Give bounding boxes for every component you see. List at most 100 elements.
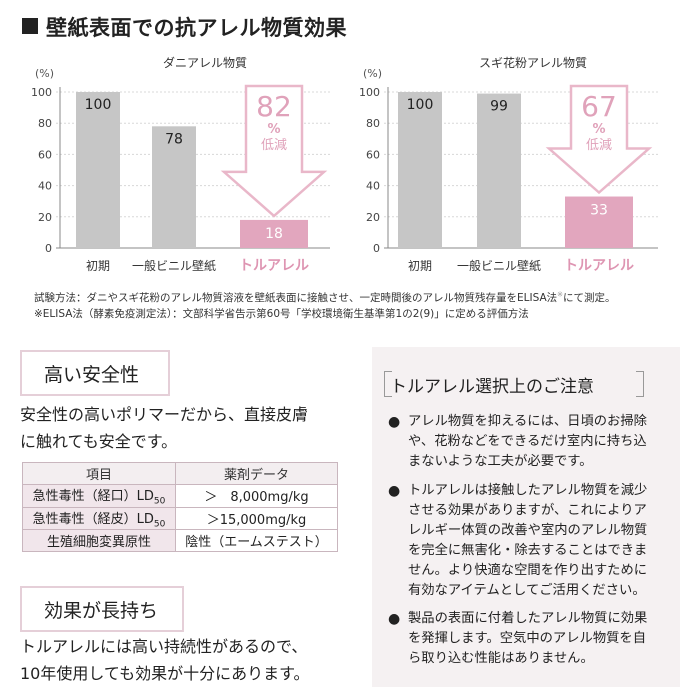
y-tick-label: 60 xyxy=(38,148,52,161)
caution-line: を発揮します。空気中のアレル物質を自 xyxy=(408,631,647,646)
y-tick-label: 100 xyxy=(359,86,380,99)
safety-title-box xyxy=(20,350,170,396)
bullet-icon: ● xyxy=(388,414,401,430)
test-method-mark: ※ xyxy=(557,290,563,299)
y-tick-label: 0 xyxy=(45,242,52,255)
elisa-note: ※ELISA法（酵素免疫測定法）：文部科学省告示第60号「学校環境衛生基準第1の… xyxy=(34,308,529,320)
longlasting-title: 効果が長持ち xyxy=(44,600,159,622)
category-label: 初期 xyxy=(86,259,110,273)
reduction-arrow-icon xyxy=(220,84,328,218)
y-tick-label: 40 xyxy=(366,180,380,193)
caution-item-text: 製品の表面に付着したアレル物質に効果 を発揮します。空気中のアレル物質を自 ら取… xyxy=(408,609,673,669)
safety-body-line-2: に触れても安全です。 xyxy=(20,432,178,451)
row-label-text: 急性毒性（経皮）LD xyxy=(32,511,154,527)
caution-line: 有効なアイテムとしてご活用ください。 xyxy=(408,583,646,598)
table-header-item: 項目 xyxy=(22,462,176,485)
bar xyxy=(240,219,308,248)
reduction-unit: % xyxy=(267,122,280,137)
category-label: トルアレル xyxy=(564,258,634,274)
table-header-row: 項目 薬剤データ xyxy=(22,462,338,485)
longlasting-body-line-2: 10年使用しても効果が十分にあります。 xyxy=(20,664,310,683)
caution-item: ● アレル物質を抑えるには、日頃のお掃除 や、花粉などをできるだけ室内に持ち込 … xyxy=(388,412,673,472)
table-row: 急性毒性（経口）LD50 ＞ 8,000mg/kg xyxy=(22,484,338,508)
caution-line: 製品の表面に付着したアレル物質に効果 xyxy=(408,611,648,626)
row-label-sub: 50 xyxy=(153,519,166,530)
caution-title: トルアレル選択上のご注意 xyxy=(390,377,594,397)
caution-line: アレル物質を抑えるには、日頃のお掃除 xyxy=(408,414,647,429)
row-label-text: 急性毒性（経口）LD xyxy=(32,489,154,504)
safety-body-line-1: 安全性の高いポリマーだから、直接皮膚 xyxy=(20,405,309,424)
bullet-icon: ● xyxy=(388,483,401,499)
table-cell-value: 陰性（エームステスト） xyxy=(175,529,338,553)
safety-title: 高い安全性 xyxy=(44,364,140,386)
category-label: 一般ビニル壁紙 xyxy=(132,258,216,273)
y-tick-label: 60 xyxy=(366,148,380,161)
table-cell-label: 生殖細胞変異原性 xyxy=(22,529,176,553)
reduction-label: 低減 xyxy=(586,137,612,153)
bracket-right-icon xyxy=(636,371,644,397)
category-label: トルアレル xyxy=(239,258,309,274)
longlasting-body-line-1: トルアレルには高い持続性があるので、 xyxy=(20,637,308,656)
bar-value-label: 100 xyxy=(85,97,112,113)
bar-value-label: 78 xyxy=(165,131,183,147)
caution-line: まないような工夫が必要です。 xyxy=(408,454,593,469)
test-method-end: にて測定。 xyxy=(563,292,616,304)
reduction-label: 低減 xyxy=(261,137,287,153)
category-label: 一般ビニル壁紙 xyxy=(457,258,541,273)
bar xyxy=(398,92,442,248)
reduction-unit: % xyxy=(592,122,605,137)
bar-value-label: 18 xyxy=(265,226,283,242)
caution-line: や、花粉などをできるだけ室内に持ち込 xyxy=(408,434,647,449)
table-header-data: 薬剤データ xyxy=(175,462,338,485)
y-axis-unit-label: (%) xyxy=(363,67,382,80)
bar xyxy=(565,196,633,248)
caution-line: せん。より快適な空間を作り出すために xyxy=(408,563,648,578)
y-tick-label: 20 xyxy=(366,211,380,224)
y-tick-label: 100 xyxy=(31,86,52,99)
caution-line: を完全に無害化・除去することはできま xyxy=(408,543,648,558)
safety-body: 安全性の高いポリマーだから、直接皮膚 に触れても安全です。 xyxy=(20,401,308,455)
bar xyxy=(76,92,120,248)
chart-title: ダニアレル物質 xyxy=(163,55,247,70)
longlasting-title-box xyxy=(20,586,184,632)
table-cell-value: ＞ 8,000mg/kg xyxy=(175,484,338,508)
caution-line: レルギー体質の改善や室内のアレル物質 xyxy=(408,523,648,538)
header-square-icon xyxy=(22,18,38,34)
y-tick-label: 40 xyxy=(38,180,52,193)
reduction-value: 67 xyxy=(581,90,617,123)
caution-line: トルアレルは接触したアレル物質を減少 xyxy=(408,483,648,498)
table-row: 生殖細胞変異原性 陰性（エームステスト） xyxy=(22,529,338,553)
caution-item: ● トルアレルは接触したアレル物質を減少 させる効果がありますが、これによりア … xyxy=(388,481,673,601)
toxicity-table: 項目 薬剤データ 急性毒性（経口）LD50 ＞ 8,000mg/kg 急性毒性（… xyxy=(22,462,338,553)
caution-item: ● 製品の表面に付着したアレル物質に効果 を発揮します。空気中のアレル物質を自 … xyxy=(388,609,673,669)
y-tick-label: 80 xyxy=(366,117,380,130)
table-cell-label: 急性毒性（経口）LD50 xyxy=(22,484,176,508)
bar-value-label: 100 xyxy=(407,97,434,113)
row-label-sub: 50 xyxy=(153,496,166,507)
caution-panel xyxy=(372,347,680,687)
caution-item-text: アレル物質を抑えるには、日頃のお掃除 や、花粉などをできるだけ室内に持ち込 まな… xyxy=(408,412,673,472)
y-tick-label: 0 xyxy=(373,242,380,255)
caution-line: させる効果がありますが、これによりア xyxy=(408,503,647,518)
reduction-arrow-icon xyxy=(545,84,653,195)
bullet-icon: ● xyxy=(388,611,401,627)
bar-value-label: 33 xyxy=(590,203,608,219)
category-label: 初期 xyxy=(408,259,432,273)
table-row: 急性毒性（経皮）LD50 ＞15,000mg/kg xyxy=(22,506,338,531)
table-cell-label: 急性毒性（経皮）LD50 xyxy=(22,506,176,531)
y-axis-unit-label: (%) xyxy=(35,67,54,80)
y-tick-label: 80 xyxy=(38,117,52,130)
test-method-text: 試験方法：ダニやスギ花粉のアレル物質溶液を壁紙表面に接触させ、一定時間後のアレル… xyxy=(34,292,558,304)
caution-item-text: トルアレルは接触したアレル物質を減少 させる効果がありますが、これによりア レル… xyxy=(408,481,673,601)
bar-value-label: 99 xyxy=(490,99,508,115)
bar xyxy=(477,93,521,248)
y-tick-label: 20 xyxy=(38,211,52,224)
longlasting-body: トルアレルには高い持続性があるので、 10年使用しても効果が十分にあります。 xyxy=(20,633,309,687)
bar xyxy=(152,126,196,248)
chart-title: スギ花粉アレル物質 xyxy=(479,55,587,70)
caution-line: ら取り込む性能はありません。 xyxy=(408,651,594,666)
table-cell-value: ＞15,000mg/kg xyxy=(175,506,338,531)
test-method-note: 試験方法：ダニやスギ花粉のアレル物質溶液を壁紙表面に接触させ、一定時間後のアレル… xyxy=(34,290,616,305)
reduction-value: 82 xyxy=(256,90,292,123)
